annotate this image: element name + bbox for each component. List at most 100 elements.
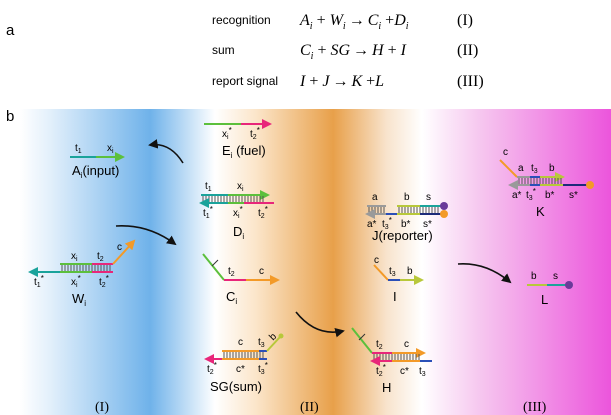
H-name: H	[382, 380, 391, 395]
species-A: t1 xi Ai(input)	[70, 143, 125, 180]
species-I: c t3 b I	[373, 255, 424, 304]
L-quencher-dot	[565, 281, 573, 289]
C-tick	[211, 259, 219, 267]
E-label-xi: xi*	[222, 126, 232, 141]
H-top-xi	[351, 327, 373, 354]
J-label-bstar: b*	[401, 219, 411, 230]
K-label-astar: a*	[512, 190, 522, 201]
J-label-s: s	[426, 192, 431, 203]
K-label-t3star: t3*	[526, 187, 536, 202]
W-top-c	[112, 239, 136, 265]
I-label-b: b	[407, 266, 413, 277]
arrow-to-K	[457, 263, 512, 284]
A-label-xi: xi	[107, 143, 114, 155]
I-domain-c	[373, 264, 389, 281]
D-label-t2star: t2*	[258, 205, 268, 220]
SG-top-b	[266, 336, 281, 352]
H-label-c: c	[404, 339, 409, 350]
K-label-c: c	[503, 147, 508, 158]
SG-end-dot	[278, 333, 284, 339]
A-name: Ai(input)	[72, 163, 119, 180]
K-label-b: b	[549, 163, 555, 174]
L-name: L	[541, 292, 548, 307]
J-label-sstar: s*	[423, 219, 432, 230]
W-hybrid-ticks	[61, 265, 111, 271]
J-fluor-dot	[440, 210, 448, 218]
equation-I: Ai + Wi → Ci +Di	[299, 12, 409, 32]
SG-label-t3star: t3*	[258, 361, 268, 376]
E-name: Ei (fuel)	[222, 143, 266, 160]
H-label-t2star: t2*	[376, 363, 386, 378]
D-label-xistar: xi*	[233, 205, 243, 220]
W-label-t2: t2	[97, 251, 104, 263]
eq1-term: Ai + Wi → Ci +Di	[299, 12, 409, 32]
species-K: c a t3 b a* t3* b* s* K	[499, 147, 594, 219]
H-tick	[358, 333, 366, 341]
K-label-a: a	[518, 163, 524, 174]
SG-label-t2star: t2*	[207, 361, 217, 376]
W-label-xistar: xi*	[71, 274, 81, 289]
SG-hybrid-ticks	[223, 352, 264, 358]
I-label-t3: t3	[389, 266, 396, 278]
SG-label-cstar: c*	[236, 364, 245, 375]
stage-III-label: (III)	[523, 400, 547, 415]
panel-b-label: b	[6, 108, 14, 125]
stage-background	[20, 109, 611, 415]
C-domain-xi	[202, 253, 225, 281]
W-name: Wi	[72, 291, 86, 308]
SG-label-c: c	[238, 337, 243, 348]
K-label-bstar: b*	[545, 190, 555, 201]
A-label-t1: t1	[75, 143, 82, 155]
reaction-arrows	[115, 139, 512, 338]
K-name: K	[536, 204, 545, 219]
E-label-t2: t2*	[250, 126, 260, 141]
species-C: t2 c Ci	[202, 253, 280, 306]
J-label-t3star: t3*	[382, 216, 392, 231]
C-label-c: c	[259, 266, 264, 277]
J-name: J(reporter)	[372, 228, 433, 243]
J-quencher-dot	[440, 202, 448, 210]
W-label-xi: xi	[71, 251, 78, 263]
eq2-number: (II)	[457, 42, 478, 59]
species-H: t2 c t2* c* t3 H	[351, 327, 432, 395]
D-hybrid-ticks	[202, 196, 264, 202]
row-sum-label: sum	[212, 43, 235, 57]
L-label-b: b	[531, 271, 537, 282]
J-label-b: b	[404, 192, 410, 203]
H-label-t3: t3	[419, 366, 426, 378]
D-label-t1: t1	[205, 181, 212, 193]
eq1-number: (I)	[457, 12, 473, 29]
row-recognition-label: recognition	[212, 13, 271, 27]
W-label-t1star: t1*	[34, 274, 44, 289]
species-SG: c t3 b t2* c* t3* SG(sum)	[204, 331, 284, 394]
stage-I-label: (I)	[95, 400, 109, 415]
C-label-t2: t2	[228, 266, 235, 278]
W-label-t2star: t2*	[99, 274, 109, 289]
D-label-t1star: t1*	[203, 205, 213, 220]
K-hybrid-ticks	[518, 178, 562, 184]
K-label-t3: t3	[531, 163, 538, 175]
D-label-xi: xi	[237, 181, 244, 193]
species-W: xi t2 c t1* xi* t2* Wi	[28, 239, 136, 308]
J-label-a: a	[372, 192, 378, 203]
I-label-c: c	[374, 255, 379, 266]
C-name: Ci	[226, 289, 237, 306]
species-D: t1 xi t1* xi* t2* Di	[199, 181, 274, 241]
species-J: a b s a* t3* b* s* J(reporter)	[365, 192, 448, 243]
K-top-c	[499, 159, 518, 178]
arrow-to-D	[115, 225, 177, 246]
H-label-cstar: c*	[400, 366, 409, 377]
row-report-label: report signal	[212, 74, 278, 88]
eq3-term: I + J → K +L	[299, 73, 384, 90]
K-fluor-dot	[586, 181, 594, 189]
W-label-c: c	[117, 242, 122, 253]
D-name: Di	[233, 224, 244, 241]
SG-label-t3: t3	[258, 337, 265, 349]
eq2-term: Ci + SG → H + I	[300, 42, 407, 62]
L-label-s: s	[553, 271, 558, 282]
panel-a-label: a	[6, 22, 15, 39]
I-name: I	[393, 289, 397, 304]
arrow-to-A	[148, 139, 184, 164]
